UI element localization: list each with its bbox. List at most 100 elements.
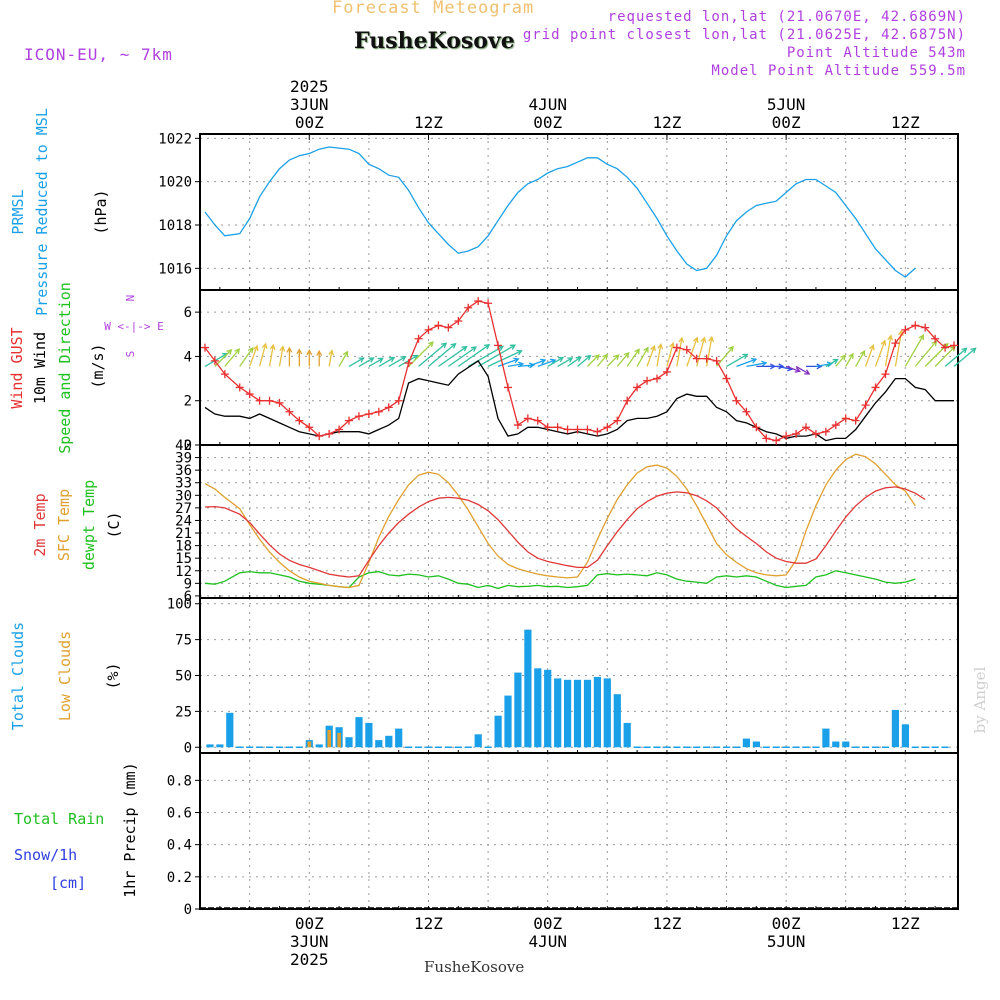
wind-direction-arrow [457,344,490,367]
wind-arrow-head [261,342,268,349]
y-tick-label: 6 [184,589,192,605]
wind-gust-marker [255,396,264,405]
wind-arrow-head [497,345,505,352]
wind-arrow-head [602,353,608,360]
wind-gust-marker [523,414,532,423]
wind-gust-marker [434,321,443,330]
wind-arrow-head [613,354,620,361]
wind-arrow-head [918,334,924,341]
wind-arrow-head [593,354,600,361]
wind-direction-arrow [855,350,866,367]
wind-direction-arrow [577,355,591,367]
snow-unit-legend: [cm] [50,874,86,892]
model-point-altitude: Model Point Altitude 559.5m [711,63,966,79]
wind-gust-marker [513,421,522,430]
total-cloud-bar [613,694,621,748]
wind-arrow-head [342,350,349,357]
panel-frame [199,133,959,291]
wind-dir-title: Speed and Direction [56,282,74,454]
low-cloud-bar [337,732,341,748]
total-cloud-bar [315,744,323,748]
total-cloud-bar [375,740,383,748]
wind-gust-marker [563,425,572,434]
wind-direction-arrow [388,356,406,367]
wind-gust-marker [792,429,801,438]
wind-direction-arrow [835,354,846,367]
precip-unit: 1hr Precip (mm) [121,762,139,897]
dewpoint-temp-line [204,570,916,590]
bottom-time-label: 2025 [290,950,329,969]
wind-direction-arrow [884,335,892,367]
y-tick-label: 27 [175,501,192,517]
wind-gust-marker [573,425,582,434]
wind-arrow-head [575,356,582,362]
credit-watermark: by Angel [971,666,989,733]
wind-gust-marker [712,356,721,365]
wind-arrow-head [279,345,286,352]
wind-gust-marker [345,416,354,425]
wind-direction-arrow [904,334,924,367]
wind-direction-arrow [785,365,800,372]
total-cloud-bar [623,722,631,748]
wind-arrow-head [557,356,565,363]
wind-arrow-head [840,354,846,361]
wind-gust-marker [315,432,324,441]
wind-gust-marker [235,383,244,392]
wind-direction-arrow [825,359,838,367]
wind-gust-marker [553,423,562,432]
low-cloud-bar [307,741,312,748]
wind-arrow-head [358,357,365,363]
panel-frame [199,289,959,446]
wind-direction-arrow [845,353,854,367]
wind-gust-marker [394,396,403,405]
wind-arrow-head [700,336,707,343]
wind-gust-marker [921,323,930,332]
wind-direction-arrow [795,365,810,375]
wind-gust-marker [295,416,304,425]
total-cloud-bar [583,679,592,748]
wind-arrow-head [377,357,384,364]
low-cloud-bar [327,730,331,748]
wind-gust-marker [821,427,830,436]
wind-arrow-head [226,349,233,355]
y-tick-label: 2 [184,394,192,410]
wind-direction-arrow [864,345,874,367]
total-cloud-bar [891,709,899,748]
wind-direction-arrow [666,343,674,367]
wind-arrow-head [804,369,811,375]
wind-arrow-head [887,334,894,341]
wind-arrow-head [269,343,276,351]
wind-arrow-head [470,346,478,352]
wind-gust-marker [772,436,781,445]
wind-direction-arrow [477,344,516,367]
wind-arrow-head [450,342,457,349]
wind-gust-marker [424,325,433,334]
wind-gust-marker [583,425,592,434]
wind-direction-arrow [547,357,564,367]
y-tick-label: 75 [175,633,192,649]
total-cloud-bar [524,629,532,748]
wind-direction-arrow [686,337,698,367]
wind-gust-marker [474,297,483,306]
top-time-label: 00Z [772,113,801,132]
wind-gust-marker [464,303,473,312]
temp-2m-line [204,486,926,578]
total-cloud-bar [564,679,572,748]
total-cloud-bar [901,724,909,748]
total-cloud-bar [842,741,850,748]
wind-direction-arrow [378,357,395,367]
wind-arrow-head [389,356,396,363]
wind-10m-line [204,359,954,442]
wind-gust-marker [851,416,860,425]
bottom-time-label: 00Z [295,914,324,933]
wind-gust-marker [762,434,771,443]
wind-arrow-head [859,350,866,357]
wind-direction-arrow [278,346,284,367]
wind-direction-arrow [646,345,656,367]
y-tick-label: 1020 [158,175,192,191]
wind-gust-marker [305,423,314,432]
total-cloud-bar [474,734,482,748]
wind-arrow-head [252,344,259,352]
wind-gust-line [204,300,955,442]
